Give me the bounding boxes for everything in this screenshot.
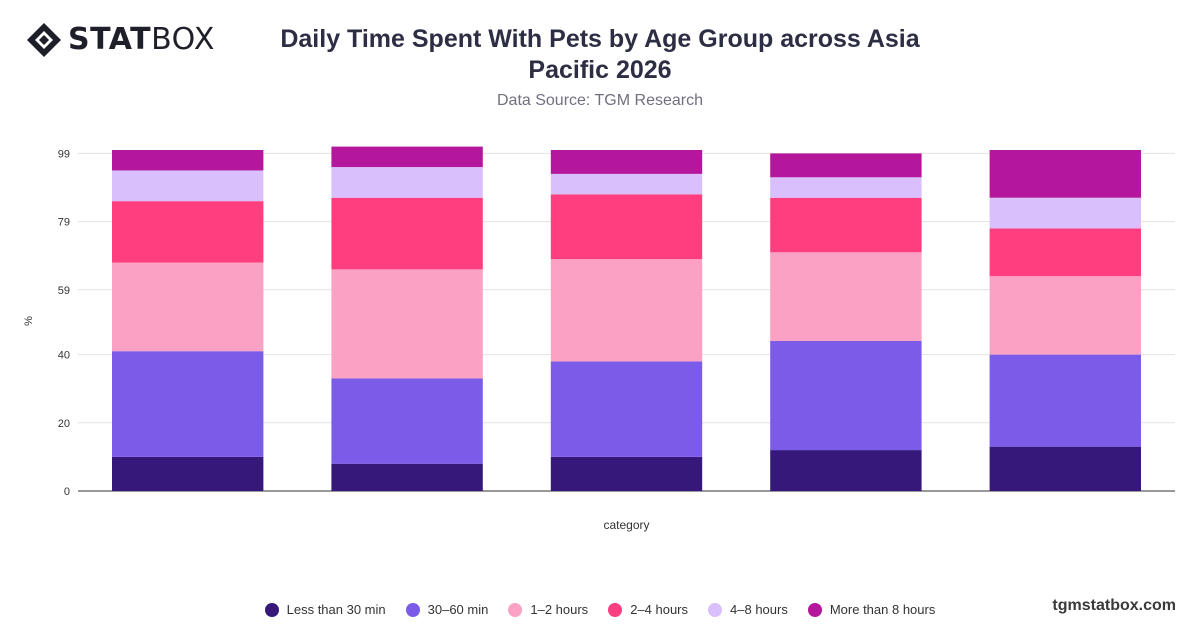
legend-swatch [264,602,279,617]
x-axis-label: category [603,518,649,532]
legend-item[interactable]: 30–60 min [405,602,489,617]
bar-segment [989,446,1141,491]
legend-swatch [608,602,623,617]
bar-segment [989,354,1141,447]
bar-segment [112,351,264,457]
legend-swatch [405,602,420,617]
legend-label: 4–8 hours [730,602,788,617]
legend-swatch [508,602,523,617]
bar-segment [112,262,264,352]
bar-segment [770,177,922,198]
chart-title: Daily Time Spent With Pets by Age Group … [280,25,920,84]
bar-segment [331,167,483,198]
legend-swatch [708,602,723,617]
logo-wordmark: STATBOX [68,22,215,58]
chart-legend: Less than 30 min 30–60 min 1–2 hours 2–4 ho… [0,602,1200,617]
bar-segment [550,173,703,195]
legend-item[interactable]: More than 8 hours [807,602,936,617]
legend-label: Less than 30 min [286,602,386,617]
bar-segment [989,228,1141,277]
y-tick-label: 40 [58,350,70,362]
bar-segment [112,201,264,263]
legend-item[interactable]: Less than 30 min [264,602,386,617]
bar-segment [770,197,922,253]
legend-item[interactable]: 1–2 hours [508,602,588,617]
bar-segment [770,153,922,178]
bar-segment [770,252,922,341]
chart-subtitle: Data Source: TGM Research [496,92,703,109]
logo-wordmark-light: BOX [151,22,215,57]
logo-wordmark-bold: STAT [68,22,152,57]
legend-item[interactable]: 2–4 hours [608,602,688,617]
statbox-diamond-icon [27,23,61,57]
legend-label: 2–4 hours [630,602,689,617]
bar-segment [112,170,264,202]
legend-label: More than 8 hours [829,602,936,617]
y-tick-label: 59 [58,285,70,297]
statbox-logo: STATBOX [26,22,215,58]
y-axis-label: % [23,316,35,326]
bar-segment [550,259,703,362]
bar-segment [331,197,483,270]
bar-segment [989,276,1141,355]
bar-segment [989,197,1141,229]
legend-item[interactable]: 4–8 hours [708,602,788,617]
y-tick-label: 20 [58,418,70,430]
bar-segment [331,269,483,379]
legend-swatch [807,602,822,617]
stacked-bar-chart: 0 20 40 59 79 99% category [23,146,1175,532]
bar-segment [550,456,703,491]
legend-label: 30–60 min [427,602,489,617]
bar-segment [550,361,703,457]
bar-segment [331,146,483,168]
legend-label: 1–2 hours [530,602,589,617]
watermark: tgmstatbox.com [1052,597,1176,614]
bar-segment [550,194,703,260]
bar-segment [112,150,264,171]
bar-segment [550,150,703,174]
bar-segment [770,340,922,451]
y-tick-label: 99 [58,148,70,160]
bar-segment [331,378,483,464]
bar-segment [112,456,264,491]
bar-segment [331,463,483,491]
y-tick-label: 79 [58,217,70,229]
bar-segment [989,150,1141,198]
y-tick-label: 0 [64,486,70,498]
bar-segment [770,450,922,491]
